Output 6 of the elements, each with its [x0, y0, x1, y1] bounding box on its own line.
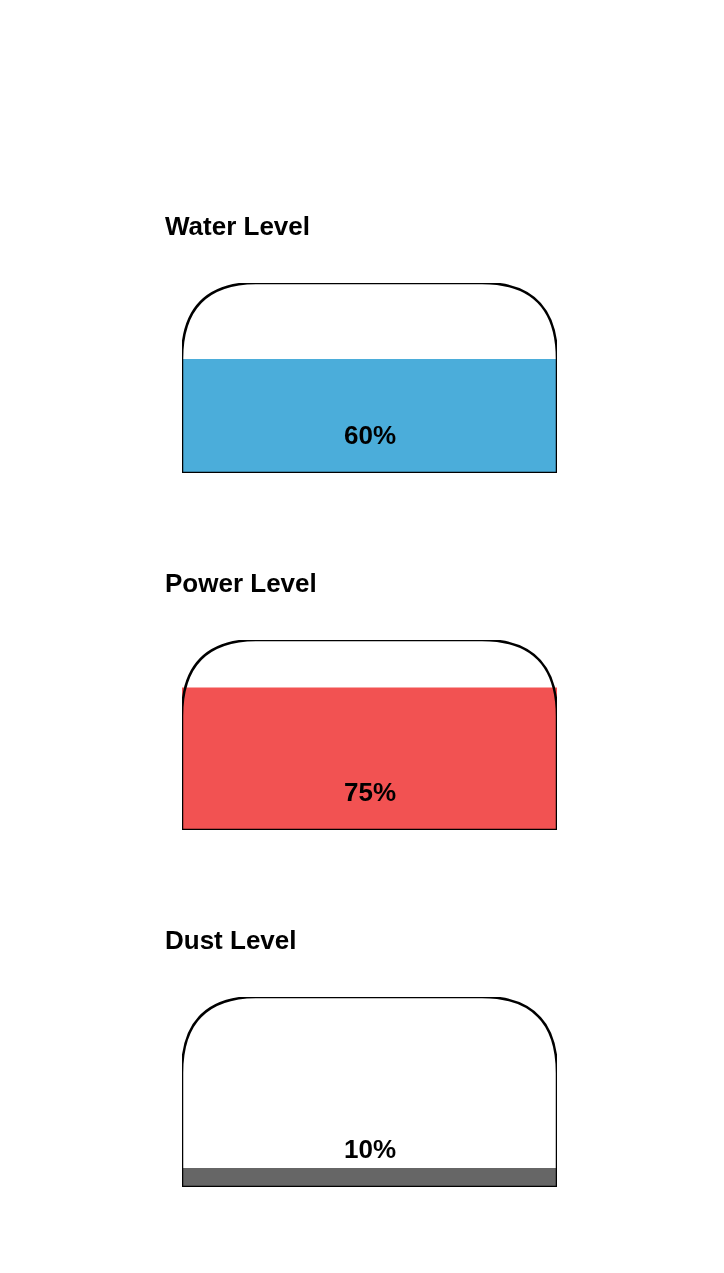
chart-title: Water Level [165, 211, 310, 241]
chart-title: Power Level [165, 568, 317, 598]
data-label: 75% [344, 777, 397, 807]
data-label: 10% [344, 1134, 397, 1164]
chart-title: Dust Level [165, 925, 297, 955]
data-label: 60% [344, 420, 397, 450]
